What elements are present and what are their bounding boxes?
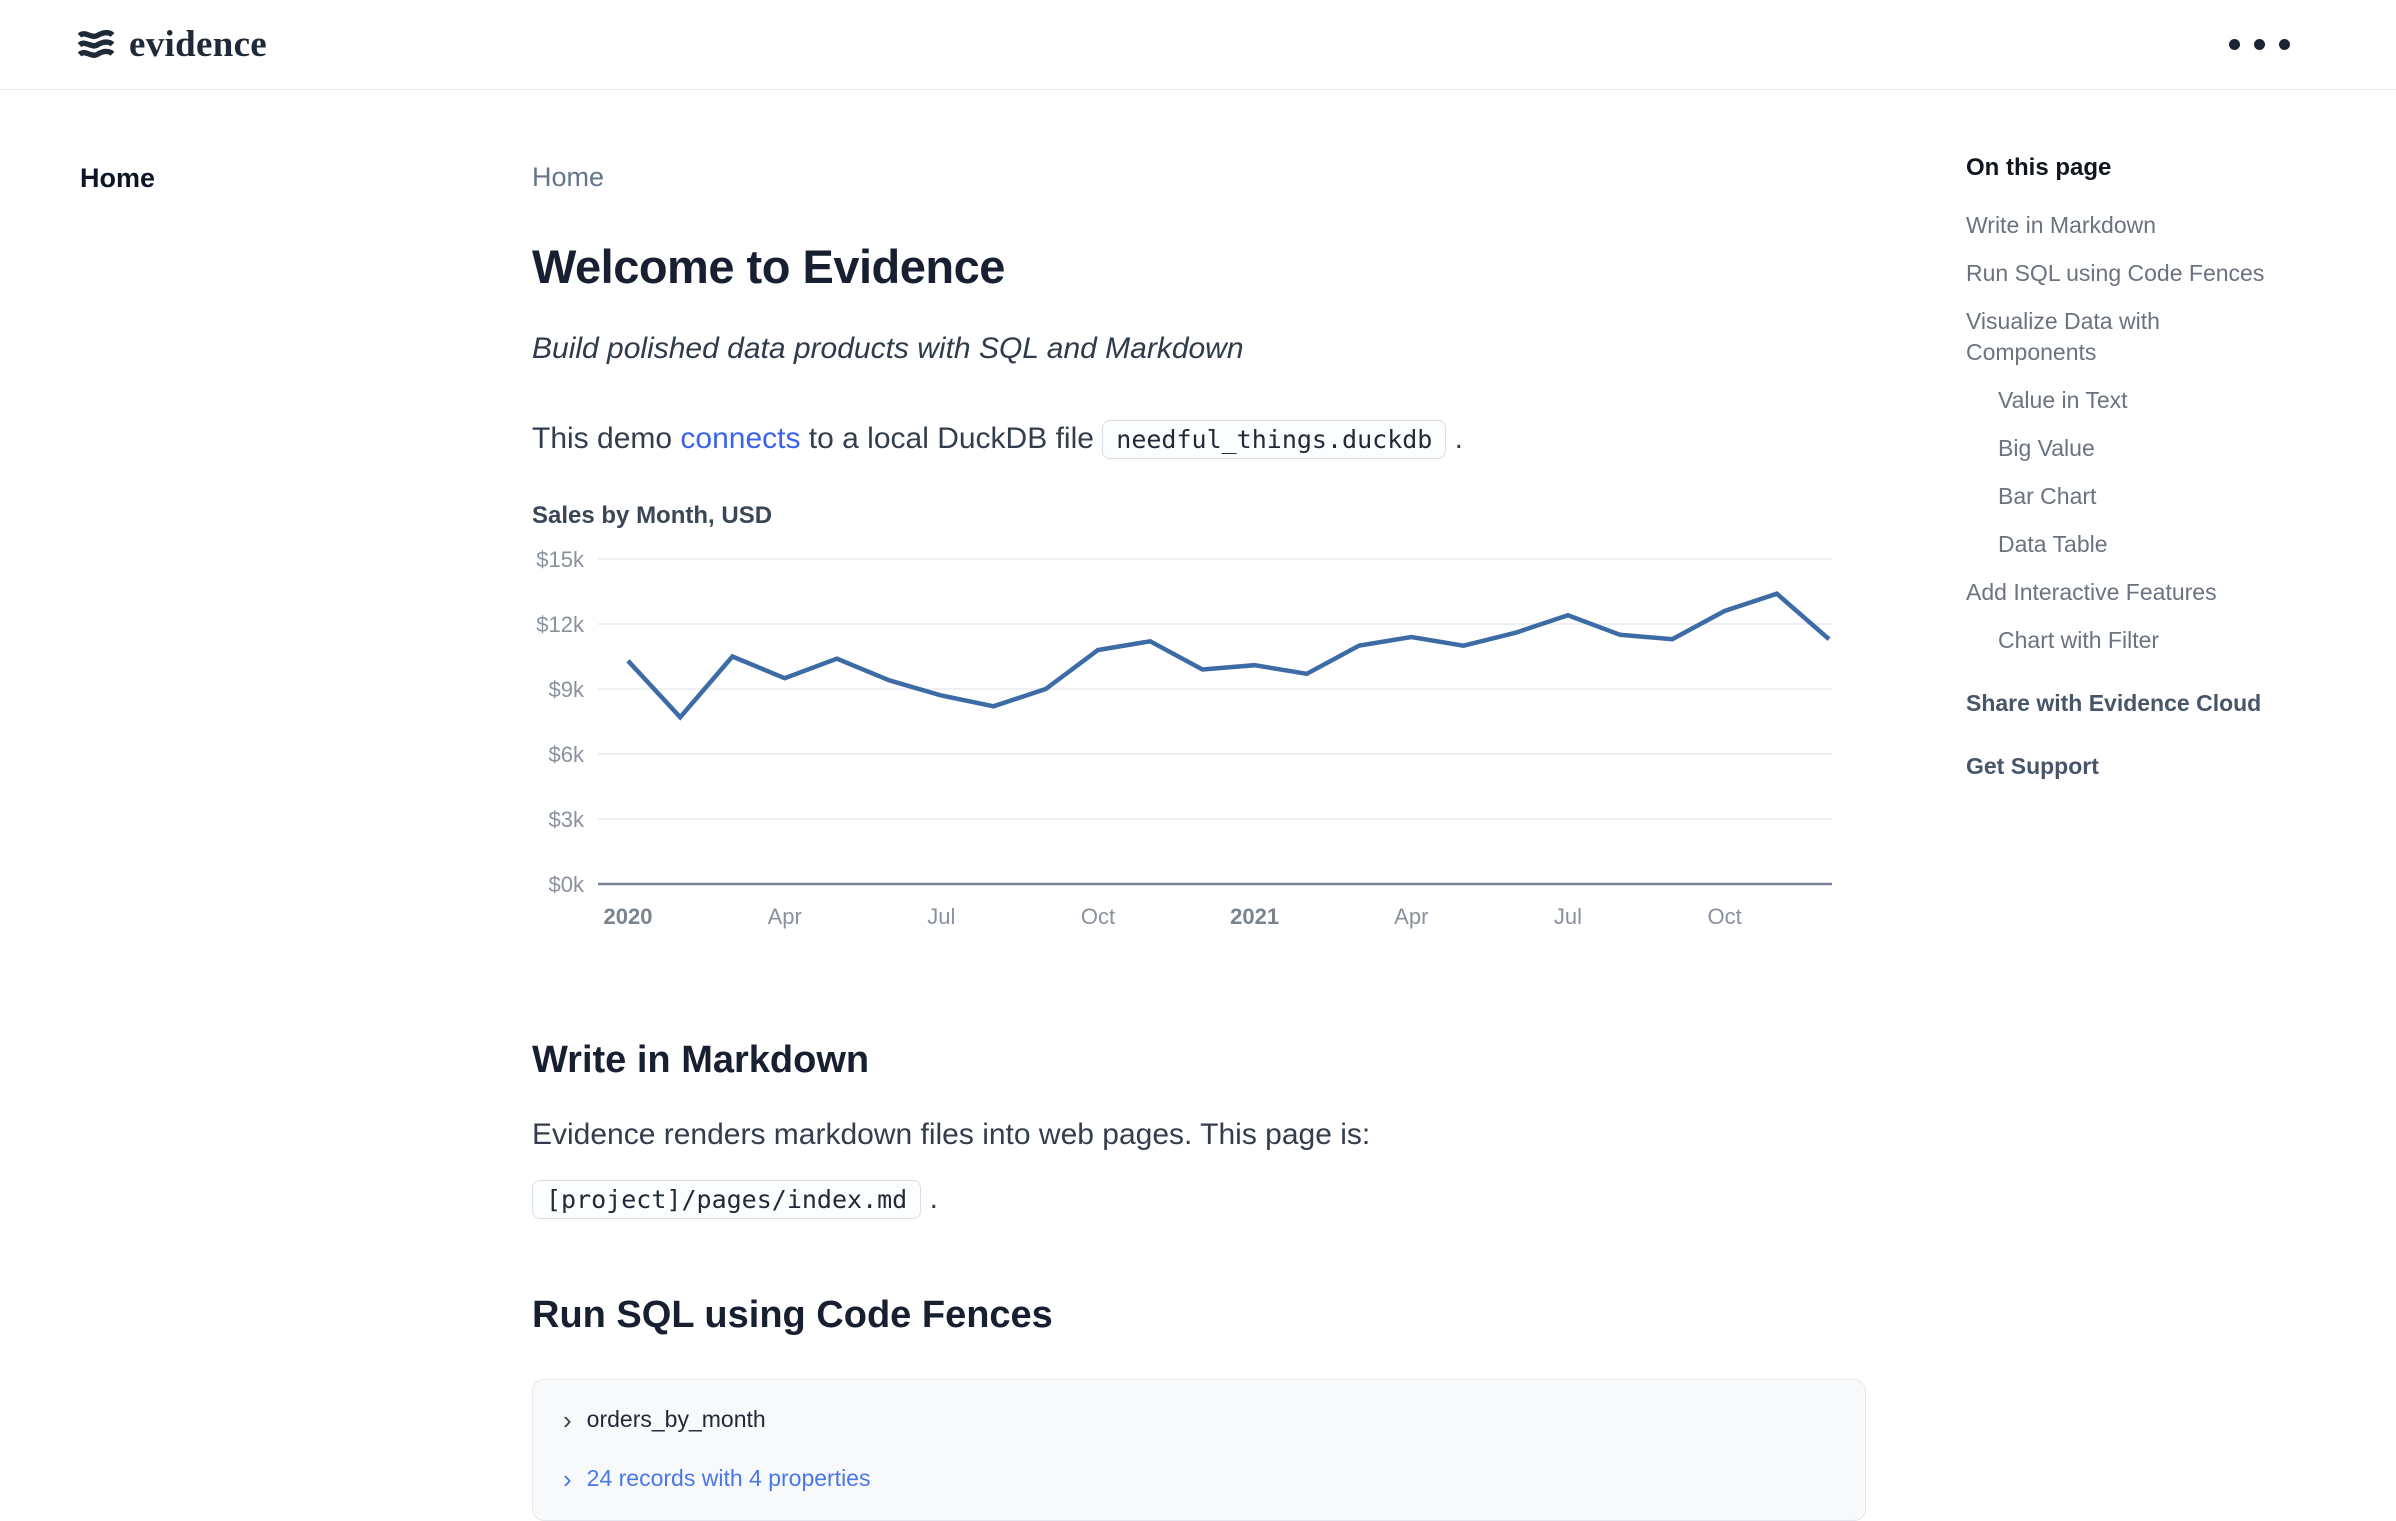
intro-text: to a local DuckDB file xyxy=(800,422,1103,455)
index-md-line: [project]/pages/index.md . xyxy=(532,1180,1866,1219)
svg-text:$15k: $15k xyxy=(536,547,585,572)
svg-text:$0k: $0k xyxy=(549,872,585,897)
toc-item-share-evidence-cloud[interactable]: Share with Evidence Cloud xyxy=(1966,690,2262,716)
dot-icon xyxy=(2279,39,2290,50)
svg-text:2021: 2021 xyxy=(1230,904,1279,929)
sales-line-chart[interactable]: $15k $12k $9k $6k $3k $0k 2020 Apr Jul Oct 2021 Apr… xyxy=(532,536,1866,956)
sidebar-nav: Home xyxy=(0,90,532,194)
dot-icon xyxy=(2254,39,2265,50)
svg-text:$9k: $9k xyxy=(549,677,585,702)
write-markdown-body: Evidence renders markdown files into web… xyxy=(532,1118,1371,1151)
sidebar-item-home[interactable]: Home xyxy=(80,163,156,193)
toc-item-bar-chart[interactable]: Bar Chart xyxy=(1998,483,2097,509)
svg-text:$3k: $3k xyxy=(549,807,585,832)
toc-item-value-in-text[interactable]: Value in Text xyxy=(1998,387,2128,413)
svg-text:2020: 2020 xyxy=(604,904,653,929)
svg-text:Apr: Apr xyxy=(1394,904,1428,929)
evidence-logo[interactable]: evidence xyxy=(76,23,267,66)
chevron-right-icon: › xyxy=(563,1463,572,1494)
connects-link[interactable]: connects xyxy=(680,422,801,455)
svg-text:Apr: Apr xyxy=(768,904,802,929)
toc-item-visualize-data[interactable]: Visualize Data with Components xyxy=(1966,308,2160,365)
page-subtitle: Build polished data products with SQL an… xyxy=(532,332,1244,365)
svg-text:Oct: Oct xyxy=(1707,904,1741,929)
query-result-summary: 24 records with 4 properties xyxy=(586,1465,871,1491)
intro-text: . xyxy=(1446,422,1464,455)
toc-item-big-value[interactable]: Big Value xyxy=(1998,435,2095,461)
toc-item-chart-with-filter[interactable]: Chart with Filter xyxy=(1998,627,2160,653)
after-code-text: . xyxy=(921,1182,938,1215)
query-result-row[interactable]: › 24 records with 4 properties xyxy=(563,1465,1835,1492)
toc-item-get-support[interactable]: Get Support xyxy=(1966,753,2099,779)
breadcrumb[interactable]: Home xyxy=(532,162,605,192)
page-layout: Home Home Welcome to Evidence Build poli… xyxy=(0,90,2396,1521)
intro-paragraph: This demo connects to a local DuckDB fil… xyxy=(532,420,1866,459)
chevron-right-icon: › xyxy=(563,1404,572,1435)
svg-text:$12k: $12k xyxy=(536,612,585,637)
intro-text: This demo xyxy=(532,422,681,455)
section-heading-run-sql: Run SQL using Code Fences xyxy=(532,1294,1053,1336)
svg-text:Oct: Oct xyxy=(1081,904,1115,929)
toc-item-run-sql[interactable]: Run SQL using Code Fences xyxy=(1966,260,2265,286)
svg-text:Jul: Jul xyxy=(1554,904,1582,929)
toc-item-add-interactive[interactable]: Add Interactive Features xyxy=(1966,579,2217,605)
app-header: evidence xyxy=(0,0,2396,90)
sales-chart-block: Sales by Month, USD $15k $12k $9k $6k $3k $0k… xyxy=(532,502,1866,961)
brand-name: evidence xyxy=(129,24,268,65)
duckdb-file-code: needful_things.duckdb xyxy=(1102,420,1447,459)
toc-title: On this page xyxy=(1966,154,2112,181)
index-md-code: [project]/pages/index.md xyxy=(532,1180,922,1219)
svg-text:$6k: $6k xyxy=(549,742,585,767)
query-name: orders_by_month xyxy=(586,1406,766,1432)
overflow-menu-button[interactable] xyxy=(2225,29,2294,60)
on-this-page-toc: On this page Write in Markdown Run SQL u… xyxy=(1966,90,2296,799)
dot-icon xyxy=(2229,39,2240,50)
toc-item-write-in-markdown[interactable]: Write in Markdown xyxy=(1966,212,2157,238)
query-viewer: › orders_by_month › 24 records with 4 pr… xyxy=(532,1379,1866,1521)
svg-text:Jul: Jul xyxy=(927,904,955,929)
evidence-logo-icon xyxy=(76,25,116,65)
page-title: Welcome to Evidence xyxy=(532,240,1005,293)
toc-item-data-table[interactable]: Data Table xyxy=(1998,531,2108,557)
chart-title: Sales by Month, USD xyxy=(532,502,773,529)
main-content: Home Welcome to Evidence Build polished … xyxy=(532,90,1866,1521)
query-name-row[interactable]: › orders_by_month xyxy=(563,1406,1835,1433)
section-heading-write-markdown: Write in Markdown xyxy=(532,1039,870,1081)
